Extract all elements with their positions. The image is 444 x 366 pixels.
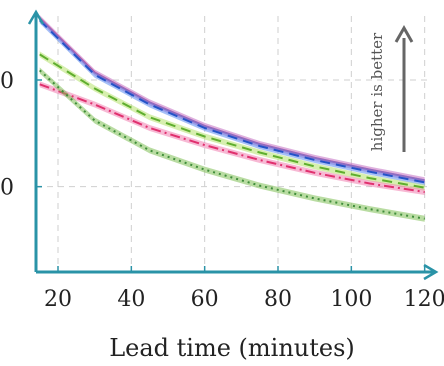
arrow-head-icon xyxy=(394,24,414,43)
y-tick-label: 40 xyxy=(0,69,14,94)
x-tick-label: 40 xyxy=(117,287,145,312)
higher-is-better-annotation: higher is better xyxy=(368,24,414,152)
x-tick-label: 60 xyxy=(191,287,219,312)
series-line xyxy=(39,53,425,189)
x-axis-title: Lead time (minutes) xyxy=(109,334,355,362)
y-tick-label: 30 xyxy=(0,176,14,201)
series-line xyxy=(38,19,425,184)
series-line xyxy=(39,69,425,220)
x-tick-label: 100 xyxy=(330,287,372,312)
axis-layer xyxy=(27,9,439,281)
x-tick-label: 20 xyxy=(44,287,72,312)
series-band xyxy=(39,17,425,186)
series-band xyxy=(39,15,425,184)
series-line xyxy=(39,83,425,193)
series-line xyxy=(38,17,425,182)
tick-layer: 20 40 60 80 100 120 40 30 xyxy=(0,69,444,312)
x-tick-label: 80 xyxy=(264,287,292,312)
series-layer xyxy=(38,15,425,222)
y-axis-arrow-icon xyxy=(27,9,45,25)
x-axis-arrow-icon xyxy=(423,263,439,281)
x-tick-label: 120 xyxy=(404,287,444,312)
series-band xyxy=(39,81,425,195)
higher-is-better-label: higher is better xyxy=(368,32,386,151)
